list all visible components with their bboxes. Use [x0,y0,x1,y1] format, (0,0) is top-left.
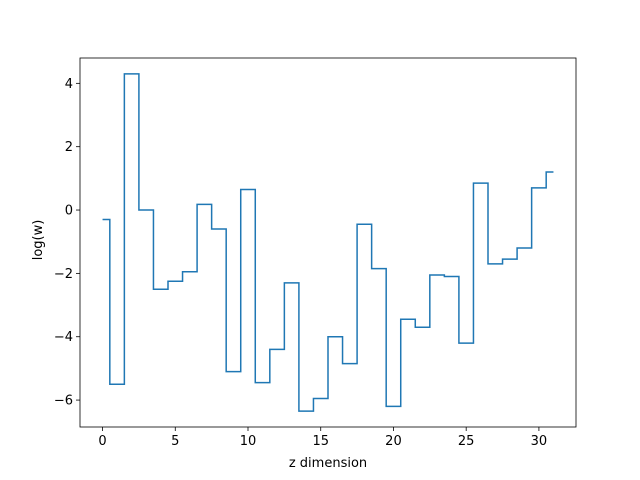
axes-frame [79,57,577,428]
x-tick-label: 20 [385,434,402,449]
x-tick-label: 0 [98,434,106,449]
y-tick-label: −2 [54,267,73,282]
y-tick-label: 2 [65,140,73,155]
plot-layer [102,73,554,412]
y-tick-label: −4 [54,330,73,345]
x-tick-label: 5 [171,434,179,449]
x-tick-label: 10 [240,434,257,449]
axes-layer [79,57,577,428]
series-line-0 [102,73,554,412]
y-tick-label: −6 [54,394,73,409]
x-tick-label: 15 [312,434,329,449]
y-tick-label: 0 [65,204,73,219]
y-axis-label: log(w) [31,220,46,261]
y-tick-label: 4 [65,77,73,92]
x-axis-label: z dimension [289,456,367,471]
x-tick-label: 30 [531,434,548,449]
x-tick-label: 25 [458,434,475,449]
ticks-layer: 0 5 10 15 20 25 30 −6 −4 −2 0 2 4 [54,77,547,449]
